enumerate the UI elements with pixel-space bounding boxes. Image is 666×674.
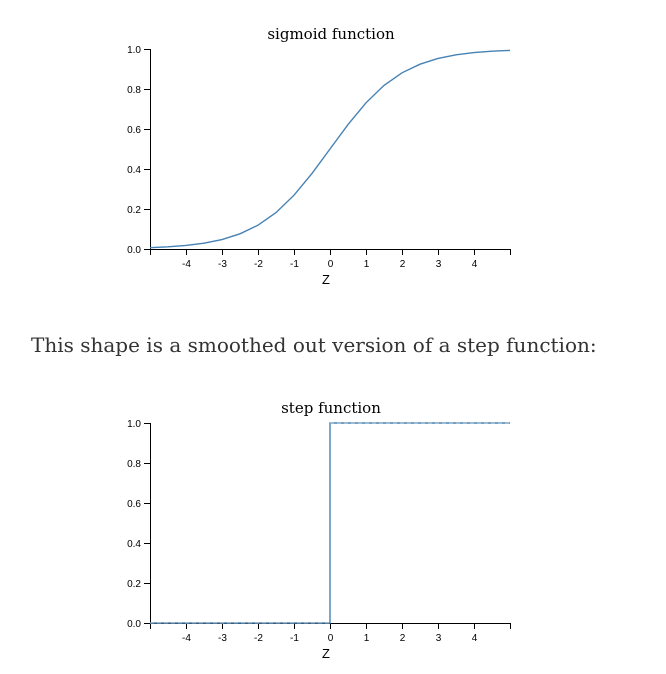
step-chart-svg: step function 0.00.20.40.60.81.0 -4 -3 -2-…	[127, 399, 511, 661]
sigmoid-chart-svg: sigmoid function 0.0 0.2 0.4 0.6 0.8 1.0 -4 -3…	[127, 25, 511, 287]
step-y-tick-label: 0.4	[127, 539, 141, 550]
sigmoid-x-tick-label: 4	[472, 259, 478, 270]
sigmoid-x-tick-label: -4	[182, 259, 191, 270]
sigmoid-x-tick-label: 3	[436, 259, 442, 270]
sigmoid-x-tick-label: -1	[290, 259, 299, 270]
step-y-tick-label: 0.8	[127, 459, 141, 470]
sigmoid-x-tick-label: 1	[364, 259, 370, 270]
step-x-tick-label: 3	[436, 633, 442, 644]
sigmoid-x-tick-label: 2	[400, 259, 406, 270]
sigmoid-x-tick-label: 0	[328, 259, 334, 270]
sigmoid-x-axis: -4 -3 -2 -1 0 1 2 3 4	[150, 249, 511, 270]
sigmoid-y-tick-label: 0.0	[127, 245, 141, 256]
step-series	[150, 422, 510, 624]
step-x-tick-label: -1	[290, 633, 299, 644]
step-x-tick-label: 1	[364, 633, 370, 644]
sigmoid-y-tick-label: 0.8	[127, 85, 141, 96]
step-y-axis: 0.0 0.2 0.4 0.6 0.8 1.0	[127, 419, 151, 630]
sigmoid-y-tick-label: 1.0	[127, 45, 141, 56]
step-chart: step function 0.0 0.2 0.4 0.6 0.8 1.0 -4 -3 -2-…	[0, 374, 666, 674]
step-series-line	[150, 422, 510, 624]
sigmoid-y-tick-label: 0.2	[127, 205, 141, 216]
step-x-axis-label: Z	[322, 646, 330, 661]
step-chart-title: step function	[281, 399, 381, 417]
sigmoid-x-tick-label: -3	[218, 259, 227, 270]
step-y-tick-label: 0.2	[127, 579, 141, 590]
caption-text: This shape is a smoothed out version of …	[31, 333, 597, 357]
sigmoid-y-axis: 0.0 0.2 0.4 0.6 0.8 1.0	[127, 45, 151, 256]
step-x-tick-label: 2	[400, 633, 406, 644]
step-y-tick-label: 1.0	[127, 419, 141, 430]
step-x-axis: -4 -3 -2 -1 0 1 2 3 4	[150, 623, 511, 644]
sigmoid-y-tick-label: 0.6	[127, 125, 141, 136]
sigmoid-chart-title: sigmoid function	[267, 25, 395, 43]
sigmoid-series	[149, 49, 511, 249]
sigmoid-y-tick-label: 0.4	[127, 165, 141, 176]
sigmoid-x-tick-label: -2	[254, 259, 263, 270]
step-y-tick-label: 0.0	[127, 619, 141, 630]
sigmoid-chart: sigmoid function 0.0 0.2 0.4 0.6 0.8 1.0 -4 -3…	[0, 0, 666, 300]
step-x-tick-label: 0	[328, 633, 334, 644]
sigmoid-series-line	[149, 49, 511, 249]
step-x-tick-label: 4	[472, 633, 478, 644]
step-x-tick-label: -4	[182, 633, 191, 644]
step-x-tick-label: -2	[254, 633, 263, 644]
step-x-tick-label: -3	[218, 633, 227, 644]
step-y-tick-label: 0.6	[127, 499, 141, 510]
sigmoid-x-axis-label: Z	[322, 272, 330, 287]
